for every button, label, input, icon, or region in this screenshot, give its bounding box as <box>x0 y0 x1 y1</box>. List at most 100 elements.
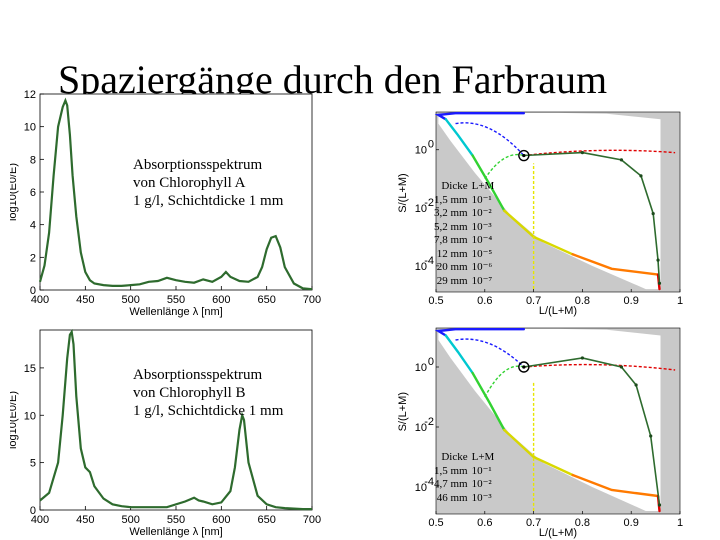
x-tick-label: 500 <box>121 294 139 306</box>
x-axis-label: L/(L+M) <box>539 305 577 317</box>
locus-orange-segment <box>571 473 660 498</box>
y-axis-label: log10(E0/E) <box>10 391 19 449</box>
x-tick-label: 0.6 <box>477 295 492 307</box>
dashed-green-line <box>484 153 525 180</box>
x-tick-label: 0.7 <box>526 295 541 307</box>
legend-row: 20 mm 10⁻⁶ <box>432 261 496 275</box>
gamut-region <box>438 328 661 511</box>
colorspace-a-legend: Dicke L+M 1,5 mm 10⁻¹ 3,2 mm 10⁻² 5,2 mm 10⁻³… <box>432 180 496 288</box>
x-tick-label: 700 <box>303 514 321 526</box>
x-tick-label: 0.6 <box>477 517 492 529</box>
legend-lm-value: 10⁻² <box>471 207 492 219</box>
trajectory-point <box>580 356 584 360</box>
y-tick-label: 15 <box>24 363 36 375</box>
legend-thickness: 1,5 mm <box>434 464 468 477</box>
legend-header-lm: L+M <box>471 180 495 192</box>
legend-row: 3,2 mm 10⁻² <box>432 207 496 221</box>
white-point-dot <box>522 365 526 369</box>
colorspace-a-panel: 0.5 0.6 0.7 0.8 0.9 1 10 0 10 -2 10 -4 L/(L+M) S/(L+M… <box>388 108 688 323</box>
y-tick-label: 4 <box>30 220 36 232</box>
x-tick-label: 600 <box>212 514 230 526</box>
trajectory-point <box>656 258 660 262</box>
white-point-marker <box>518 361 530 373</box>
legend-lm-value: 10⁻³ <box>471 491 492 504</box>
x-tick-label: 700 <box>303 294 321 306</box>
trajectory-point <box>651 212 655 216</box>
trajectory-point <box>657 281 662 285</box>
legend-row: 5,2 mm 10⁻³ <box>432 221 496 235</box>
x-tick-label: 0.9 <box>624 517 639 529</box>
x-tick-label: 0.5 <box>428 295 443 307</box>
legend-lm-value: 10⁻³ <box>471 220 492 233</box>
colorspace-b-legend: Dicke L+M 1,5 mm 10⁻¹ 4,7 mm 10⁻² 46 mm 10⁻³ <box>432 451 496 505</box>
y-tick-label: 0 <box>30 285 36 297</box>
y-tick-exponent: 0 <box>428 356 434 368</box>
x-tick-label: 400 <box>31 294 49 306</box>
locus-blue-segment <box>434 112 525 121</box>
x-axis-label: Wellenlänge λ [nm] <box>129 526 222 538</box>
legend-thickness: 3,2 mm <box>434 207 468 219</box>
legend-row: 46 mm 10⁻³ <box>432 492 496 506</box>
x-tick-label: 500 <box>121 514 139 526</box>
spectrum-b-caption: Absorptionsspektrum von Chlorophyll B 1 … <box>133 367 284 419</box>
white-point-marker <box>518 149 530 162</box>
y-tick-exponent: -2 <box>424 197 434 209</box>
x-tick-label: 0.8 <box>575 517 590 529</box>
x-axis-label: L/(L+M) <box>539 527 577 539</box>
spectrum-a-chart: 400 450 500 550 600 650 700 0 2 4 6 8 10 12 Wellenläng… <box>10 89 321 318</box>
colorspace-a-chart: 0.5 0.6 0.7 0.8 0.9 110 010-210-4L/(L+M)S/(L+M… <box>397 111 683 317</box>
y-tick-label: 2 <box>30 252 36 264</box>
x-tick-label: 650 <box>257 514 275 526</box>
y-tick-label: 8 <box>30 154 36 166</box>
x-axis-label: Wellenlänge λ [nm] <box>129 306 222 318</box>
legend-header-dicke: Dicke <box>441 180 468 192</box>
spectrum-a-panel: 400 450 500 550 600 650 700 0 2 4 6 8 10 12 Wellenläng… <box>10 88 330 320</box>
trajectory-point <box>580 151 584 155</box>
x-tick-label: 650 <box>257 294 275 306</box>
plot-frame <box>39 93 313 291</box>
spectrum-b-chart: 400 450 500 550 600 650 700 0 5 10 15 Wellenlänge λ… <box>10 328 321 538</box>
absorption-curve <box>38 97 313 291</box>
x-tick-label: 0.5 <box>428 517 443 529</box>
locus-cyan-segment <box>444 334 474 375</box>
y-axis-label: S/(L+M) <box>397 392 409 431</box>
x-tick-label: 0.8 <box>575 295 590 307</box>
colorspace-b-chart: 0.5 0.6 0.7 0.8 0.9 110 010-210-4L/(L+M)S/(L+M… <box>397 327 683 539</box>
dashed-blue-line <box>455 338 525 368</box>
legend-lm-value: 10⁻⁴ <box>471 234 493 246</box>
x-tick-label: 1 <box>677 517 683 529</box>
legend-thickness: 1,5 mm <box>434 193 468 206</box>
legend-thickness: 46 mm <box>436 491 468 504</box>
y-tick-label: 10 <box>415 422 427 434</box>
y-tick-exponent: -2 <box>424 416 434 428</box>
legend-thickness: 5,2 mm <box>434 220 468 233</box>
plot-frame <box>39 329 313 511</box>
y-tick-label: 5 <box>30 458 36 470</box>
y-tick-label: 6 <box>30 187 36 199</box>
x-tick-label: 550 <box>167 294 185 306</box>
legend-row: 1,5 mm 10⁻¹ <box>432 194 496 208</box>
trajectory-point <box>619 365 624 369</box>
y-tick-exponent: -4 <box>424 476 434 488</box>
legend-row: 7,8 mm 10⁻⁴ <box>432 234 496 248</box>
locus-orange-segment <box>571 253 660 276</box>
absorption-curve <box>39 328 312 511</box>
dashed-red-line <box>523 149 676 157</box>
y-axis-label: S/(L+M) <box>397 173 409 212</box>
legend-thickness: 4,7 mm <box>434 478 468 490</box>
locus-blue-segment <box>434 328 525 337</box>
x-tick-label: 450 <box>76 514 94 526</box>
x-tick-label: 1 <box>677 295 683 307</box>
dashed-green-line <box>484 365 525 398</box>
legend-header-row: Dicke L+M <box>432 180 496 194</box>
dashed-blue-line <box>455 122 525 157</box>
dashed-red-line <box>523 363 676 371</box>
x-tick-label: 400 <box>31 514 49 526</box>
spectrum-a-caption: Absorptionsspektrum von Chlorophyll A 1 … <box>133 157 284 209</box>
x-tick-label: 0.9 <box>624 295 639 307</box>
legend-row: 29 mm 10⁻⁷ <box>432 275 496 289</box>
y-tick-exponent: 0 <box>428 139 434 151</box>
legend-thickness: 12 mm <box>436 247 468 260</box>
trajectory-point <box>634 383 638 387</box>
trajectory-point <box>639 174 643 178</box>
